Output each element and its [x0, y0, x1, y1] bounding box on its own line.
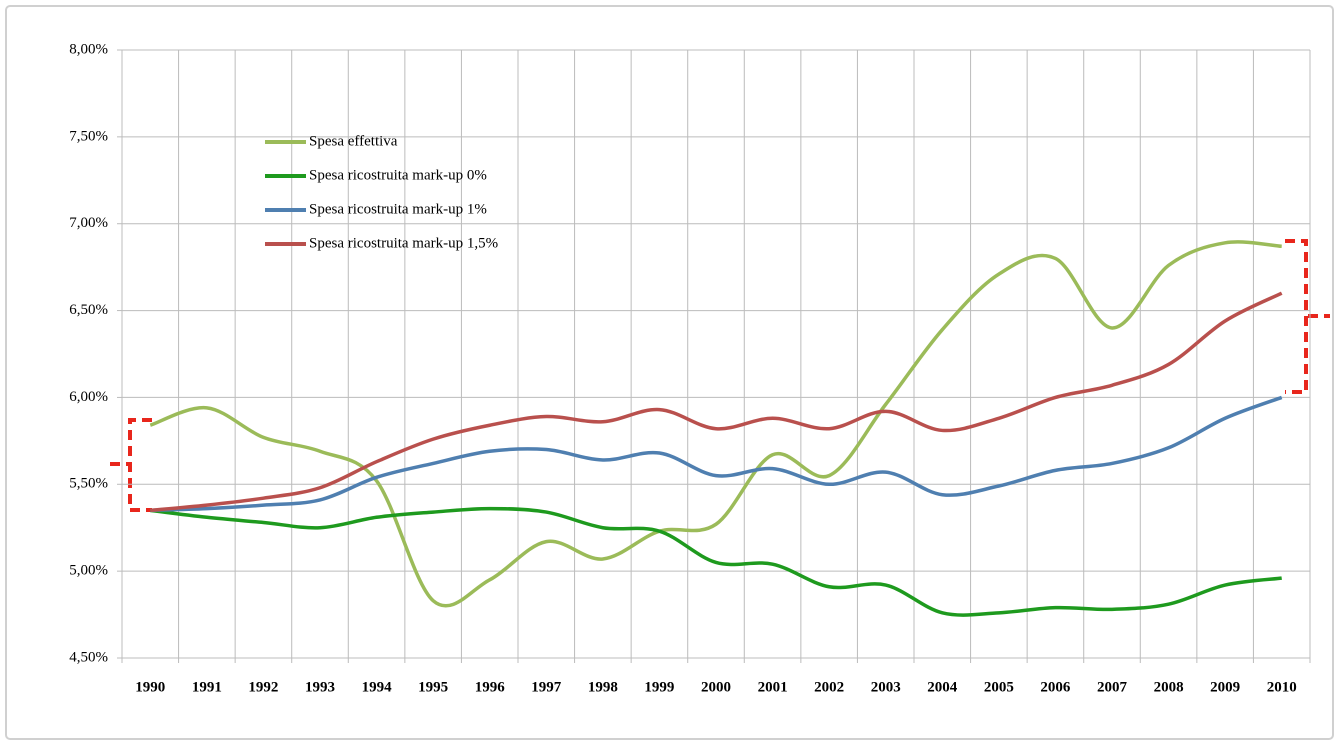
x-tick-label: 1999	[644, 679, 674, 695]
y-tick-label: 8,00%	[69, 41, 108, 57]
bracket-left	[110, 418, 152, 512]
series-line	[150, 395, 1283, 513]
x-tick-label: 1996	[475, 679, 506, 695]
x-tick-label: 2004	[927, 679, 958, 695]
x-tick-label: 2007	[1097, 679, 1128, 695]
x-tick-label: 1993	[305, 679, 335, 695]
legend-label: Spesa ricostruita mark-up 0%	[309, 167, 487, 183]
series-line	[150, 506, 1282, 617]
y-tick-label: 5,00%	[69, 563, 108, 579]
series-line	[150, 291, 1283, 513]
x-tick-label: 1992	[248, 679, 278, 695]
x-tick-label: 2003	[871, 679, 901, 695]
x-tick-label: 1997	[531, 679, 562, 695]
frame	[5, 5, 1334, 740]
x-tick-label: 1998	[588, 679, 618, 695]
x-tick-label: 2005	[984, 679, 1014, 695]
x-tick-label: 1994	[362, 679, 393, 695]
legend-label: Spesa ricostruita mark-up 1%	[309, 201, 487, 217]
y-tick-label: 6,00%	[69, 389, 108, 405]
series-line	[149, 240, 1282, 608]
y-tick-label: 7,50%	[69, 128, 108, 144]
legend-label: Spesa effettiva	[309, 133, 398, 149]
x-tick-label: 1990	[135, 679, 165, 695]
x-tick-label: 2006	[1040, 679, 1071, 695]
x-tick-label: 2001	[758, 679, 788, 695]
y-tick-label: 4,50%	[69, 649, 108, 665]
y-tick-label: 6,50%	[69, 302, 108, 318]
x-tick-label: 1995	[418, 679, 448, 695]
y-tick-label: 5,50%	[69, 476, 108, 492]
x-tick-label: 2000	[701, 679, 731, 695]
x-tick-label: 2008	[1154, 679, 1184, 695]
x-tick-label: 2009	[1210, 679, 1240, 695]
bracket-right	[1285, 239, 1330, 394]
y-tick-label: 7,00%	[69, 215, 108, 231]
x-tick-label: 1991	[192, 679, 222, 695]
x-tick-label: 2002	[814, 679, 844, 695]
legend-label: Spesa ricostruita mark-up 1,5%	[309, 235, 498, 251]
x-tick-label: 2010	[1267, 679, 1297, 695]
